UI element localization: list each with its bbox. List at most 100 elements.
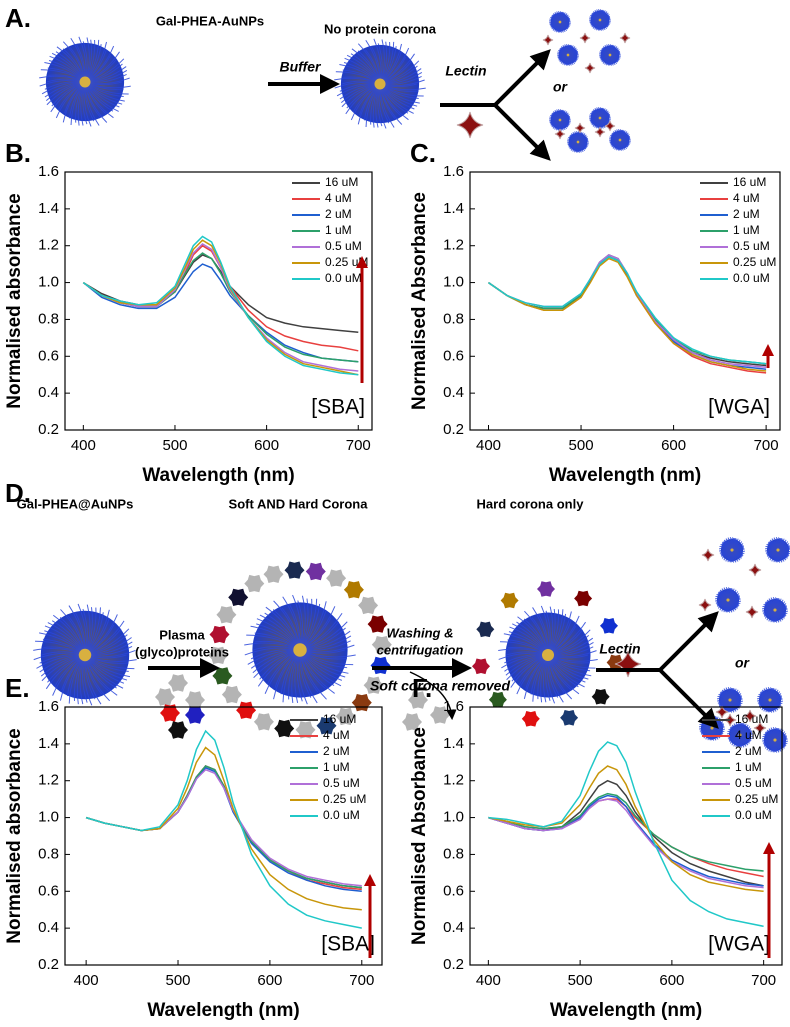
y-axis-title: Normalised Absorbance bbox=[409, 192, 430, 410]
y-tick-label: 1.0 bbox=[443, 274, 464, 291]
arrow-label: (glyco)proteins bbox=[135, 644, 229, 659]
particle-core bbox=[726, 598, 730, 602]
particle-strands bbox=[588, 9, 612, 31]
lectin bbox=[698, 598, 712, 612]
series-line bbox=[488, 255, 767, 365]
protein bbox=[160, 704, 180, 722]
protein bbox=[591, 689, 610, 705]
arrow bbox=[658, 611, 719, 672]
protein bbox=[408, 691, 428, 709]
particle-strands bbox=[33, 603, 137, 706]
particle-core bbox=[738, 733, 742, 737]
particle-core bbox=[768, 698, 772, 702]
particle-core bbox=[78, 648, 92, 662]
legend-label: 16 uM bbox=[735, 712, 768, 726]
protein bbox=[263, 565, 284, 583]
nanoparticle bbox=[588, 107, 612, 129]
nanoparticle bbox=[764, 537, 790, 563]
series-line bbox=[488, 794, 764, 887]
lectin bbox=[745, 605, 759, 619]
nanoparticle bbox=[334, 38, 426, 129]
y-tick-label: 1.2 bbox=[443, 237, 464, 254]
legend-label: 4 uM bbox=[735, 728, 762, 742]
arrow bbox=[658, 668, 719, 729]
series-line bbox=[488, 254, 767, 369]
lectin bbox=[619, 32, 631, 44]
series-line bbox=[82, 239, 359, 376]
or-label: or bbox=[553, 79, 569, 95]
protein bbox=[335, 707, 356, 726]
protein bbox=[358, 596, 379, 615]
x-tick-label: 700 bbox=[751, 972, 776, 989]
protein bbox=[430, 706, 450, 724]
nanoparticle bbox=[756, 687, 784, 713]
particle-strands bbox=[556, 44, 580, 66]
protein bbox=[351, 694, 372, 712]
nanoparticle bbox=[498, 605, 598, 704]
nanoparticle bbox=[548, 109, 572, 131]
y-axis-title: Normalised Absorbance bbox=[409, 727, 430, 945]
y-tick-label: 0.8 bbox=[443, 845, 464, 862]
x-tick-label: 700 bbox=[754, 437, 779, 454]
arrow-label: Plasma bbox=[159, 627, 205, 642]
particle-strands bbox=[756, 687, 784, 713]
y-tick-label: 1.2 bbox=[38, 772, 59, 789]
plot-frame bbox=[64, 171, 373, 431]
particle-core bbox=[608, 53, 612, 57]
protein bbox=[537, 581, 555, 597]
particle-strands bbox=[588, 107, 612, 129]
y-tick-label: 0.2 bbox=[443, 956, 464, 973]
diagram-layer bbox=[33, 9, 790, 753]
particle-strands bbox=[498, 605, 598, 704]
arrow-label: Lectin bbox=[445, 63, 486, 79]
x-tick-label: 600 bbox=[254, 437, 279, 454]
particle-strands bbox=[608, 129, 632, 151]
lectin bbox=[753, 721, 767, 735]
nanoparticle bbox=[718, 537, 746, 563]
protein bbox=[221, 685, 242, 704]
x-tick-label: 700 bbox=[346, 437, 371, 454]
particle-strands bbox=[761, 597, 789, 623]
x-axis-title: Wavelength (nm) bbox=[142, 465, 294, 486]
particle-core bbox=[776, 548, 780, 552]
particle-core bbox=[79, 76, 91, 88]
y-tick-label: 1.4 bbox=[38, 200, 59, 217]
diagram-label: Soft AND Hard Corona bbox=[229, 496, 369, 511]
protein bbox=[326, 569, 347, 587]
nanoparticle bbox=[244, 594, 356, 705]
particle-strands bbox=[716, 687, 744, 713]
y-tick-label: 0.8 bbox=[38, 310, 59, 327]
legend-label: 0.0 uM bbox=[323, 808, 360, 822]
protein bbox=[574, 590, 593, 607]
protein bbox=[560, 710, 579, 726]
particle-strands bbox=[548, 11, 572, 33]
nanoparticle bbox=[548, 11, 572, 33]
particle-core bbox=[618, 138, 622, 142]
lectin bbox=[574, 122, 586, 134]
lectin bbox=[604, 120, 616, 132]
legend-label: 0.5 uM bbox=[323, 776, 360, 790]
particle-core bbox=[566, 53, 570, 57]
plot-frame bbox=[64, 706, 383, 966]
plot-frame bbox=[469, 171, 781, 431]
legend-label: 4 uM bbox=[323, 728, 350, 742]
series-line bbox=[488, 798, 764, 889]
particle-strands bbox=[714, 587, 742, 613]
particle-strands bbox=[598, 44, 622, 66]
x-tick-label: 700 bbox=[349, 972, 374, 989]
protein bbox=[305, 562, 326, 581]
series-line bbox=[488, 792, 764, 872]
arrow-label: Lectin bbox=[599, 641, 640, 657]
legend-label: 0.25 uM bbox=[735, 792, 778, 806]
lectin bbox=[743, 709, 757, 723]
protein bbox=[343, 581, 364, 599]
protein bbox=[363, 676, 384, 694]
x-tick-label: 600 bbox=[257, 972, 282, 989]
series-line bbox=[85, 765, 362, 889]
lectin bbox=[554, 128, 566, 140]
particle-core bbox=[773, 608, 777, 612]
legend-label: 1 uM bbox=[323, 760, 350, 774]
y-tick-label: 0.4 bbox=[38, 919, 59, 936]
y-tick-label: 1.6 bbox=[38, 698, 59, 715]
series-line bbox=[82, 235, 359, 376]
